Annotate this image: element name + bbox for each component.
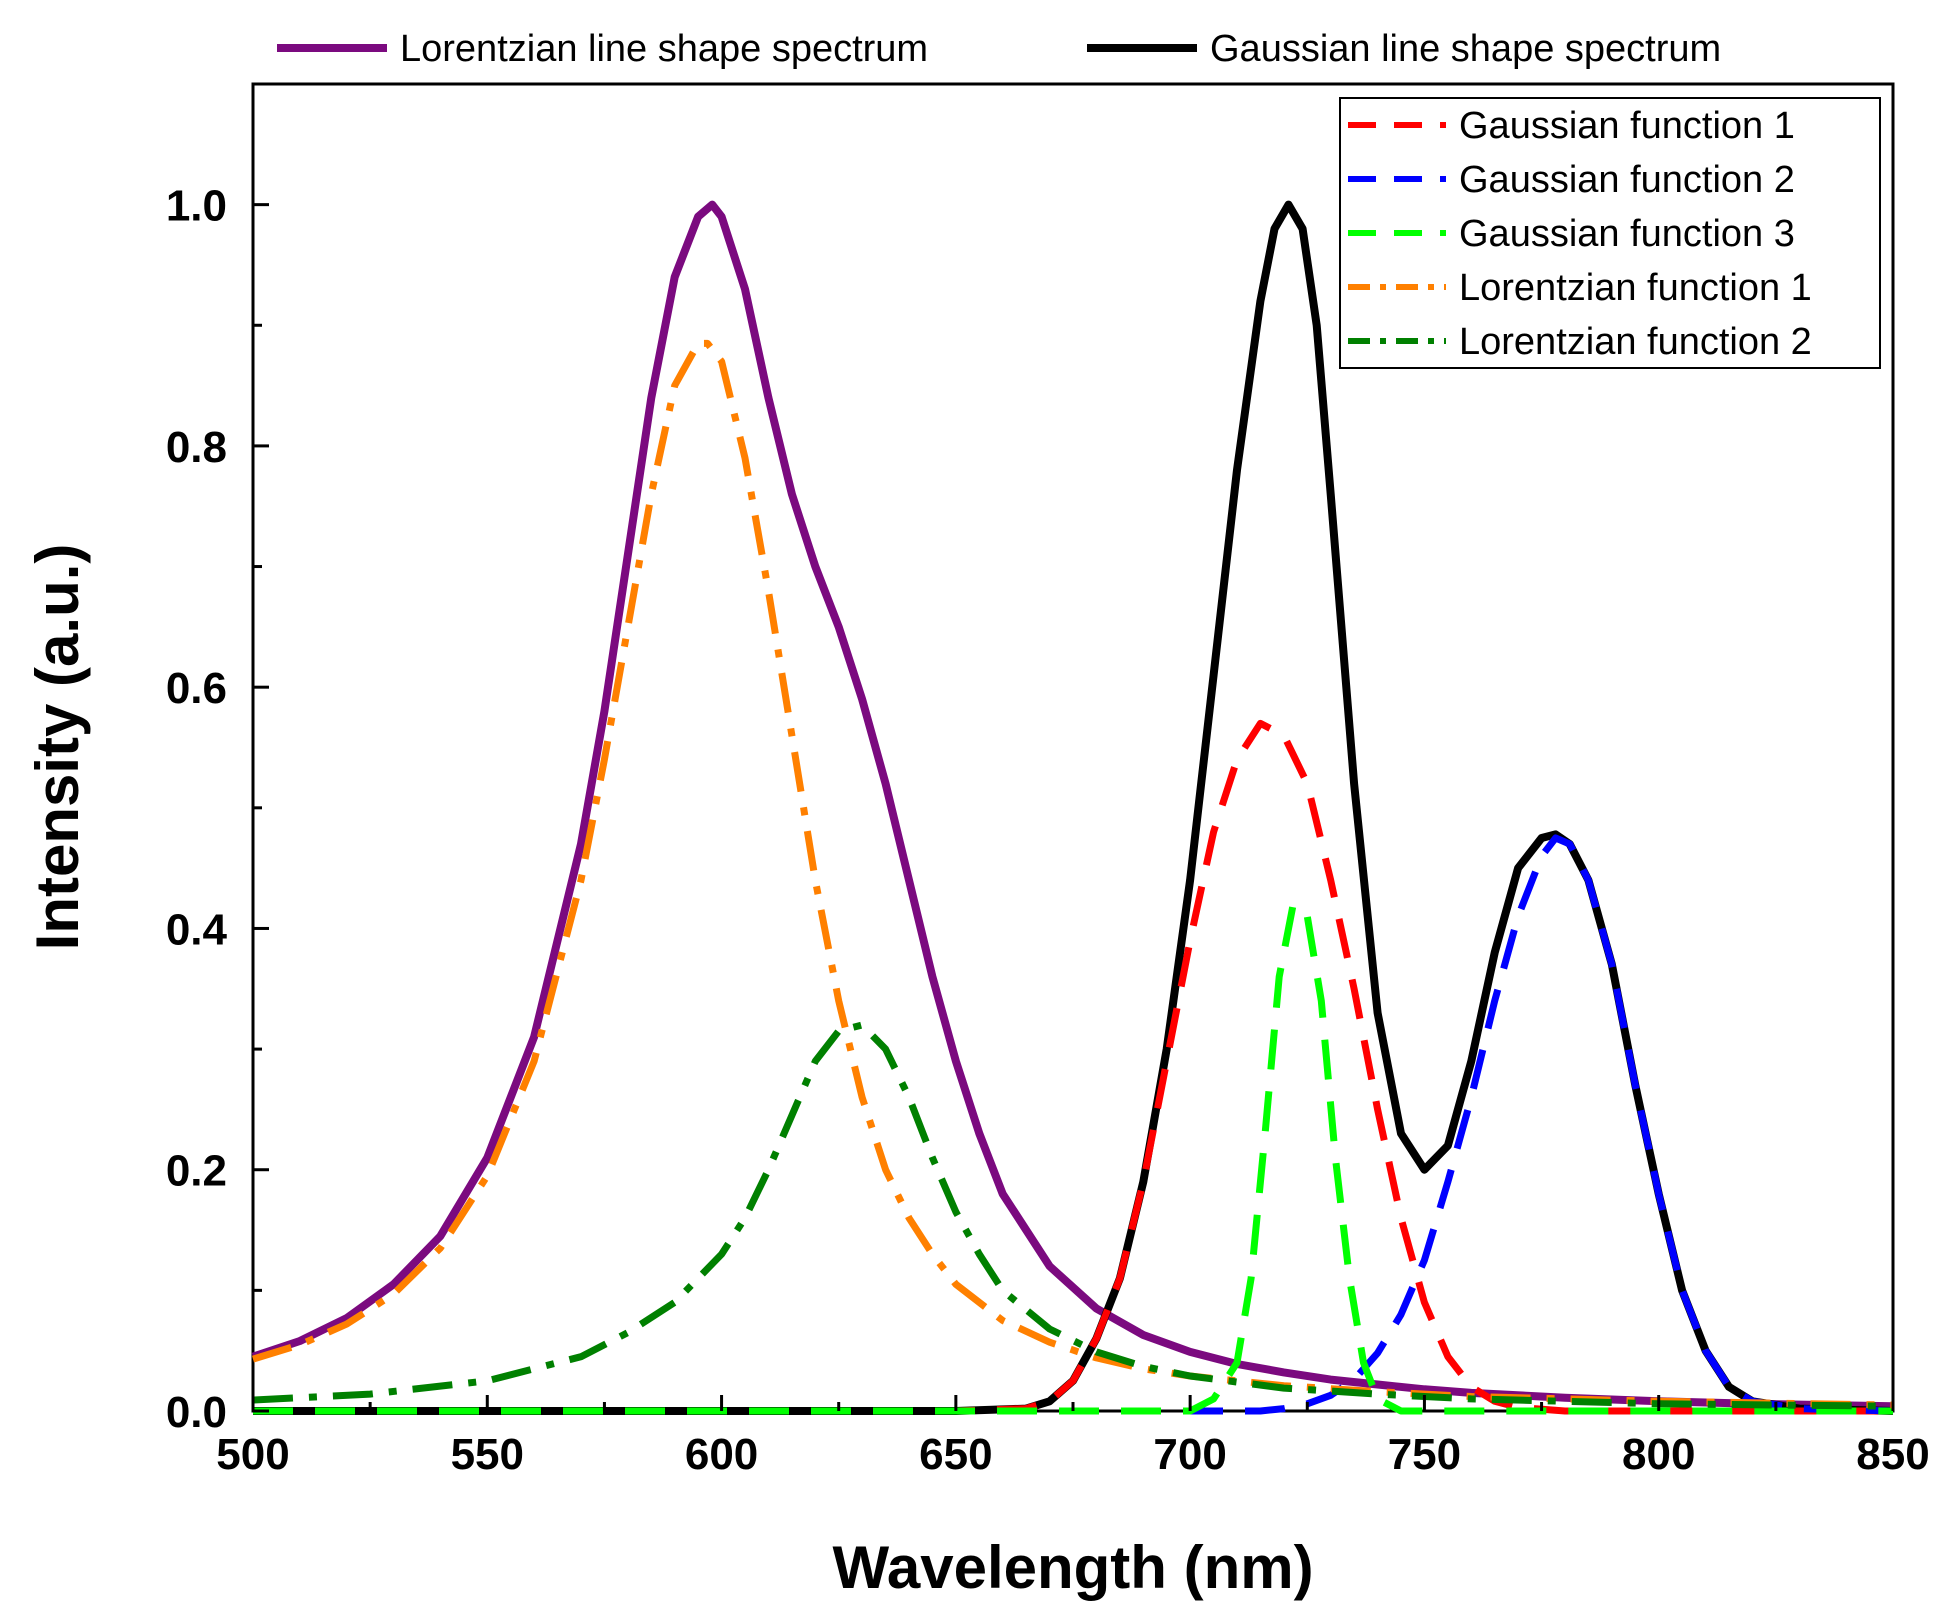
axis-ticks: 500 550 600 650 700 750 800 850 0.0 0.2 0.4 0.6 0.8 1… xyxy=(166,182,1930,1479)
y-tick-label: 0.4 xyxy=(166,905,228,954)
inner-legend-label: Gaussian function 3 xyxy=(1459,213,1795,255)
curves xyxy=(253,205,1893,1411)
x-tick-label: 800 xyxy=(1622,1430,1695,1479)
y-tick-label: 0.0 xyxy=(166,1388,227,1437)
y-axis-title: Intensity (a.u.) xyxy=(24,544,91,951)
inner-legend-label: Gaussian function 2 xyxy=(1459,159,1795,201)
top-legend: Lorentzian line shape spectrum Gaussian l… xyxy=(277,28,1721,70)
series-line-lorentz1 xyxy=(253,343,1893,1405)
series-line-lorentz_spectrum xyxy=(253,205,1893,1407)
x-tick-label: 750 xyxy=(1388,1430,1461,1479)
series-line-gauss1 xyxy=(253,723,1893,1411)
x-axis-title: Wavelength (nm) xyxy=(832,1534,1313,1601)
x-tick-label: 700 xyxy=(1153,1430,1226,1479)
y-tick-label: 0.6 xyxy=(166,664,227,713)
chart: Lorentzian line shape spectrum Gaussian l… xyxy=(0,0,1960,1624)
inner-legend-label: Gaussian function 1 xyxy=(1459,105,1795,147)
x-tick-label: 850 xyxy=(1856,1430,1929,1479)
x-tick-label: 550 xyxy=(451,1430,524,1479)
x-tick-label: 650 xyxy=(919,1430,992,1479)
top-legend-item: Gaussian line shape spectrum xyxy=(1087,28,1721,70)
y-tick-label: 0.2 xyxy=(166,1147,227,1196)
y-tick-label: 1.0 xyxy=(166,182,227,231)
top-legend-label: Gaussian line shape spectrum xyxy=(1210,28,1721,70)
top-legend-label: Lorentzian line shape spectrum xyxy=(400,28,928,70)
inner-legend: Gaussian function 1 Gaussian function 2 Ga… xyxy=(1340,98,1880,368)
top-legend-item: Lorentzian line shape spectrum xyxy=(277,28,928,70)
y-tick-label: 0.8 xyxy=(166,423,227,472)
x-tick-label: 500 xyxy=(216,1430,289,1479)
x-tick-label: 600 xyxy=(685,1430,758,1479)
inner-legend-label: Lorentzian function 2 xyxy=(1459,321,1812,363)
series-line-gauss_spectrum xyxy=(253,205,1893,1411)
inner-legend-label: Lorentzian function 1 xyxy=(1459,267,1812,309)
